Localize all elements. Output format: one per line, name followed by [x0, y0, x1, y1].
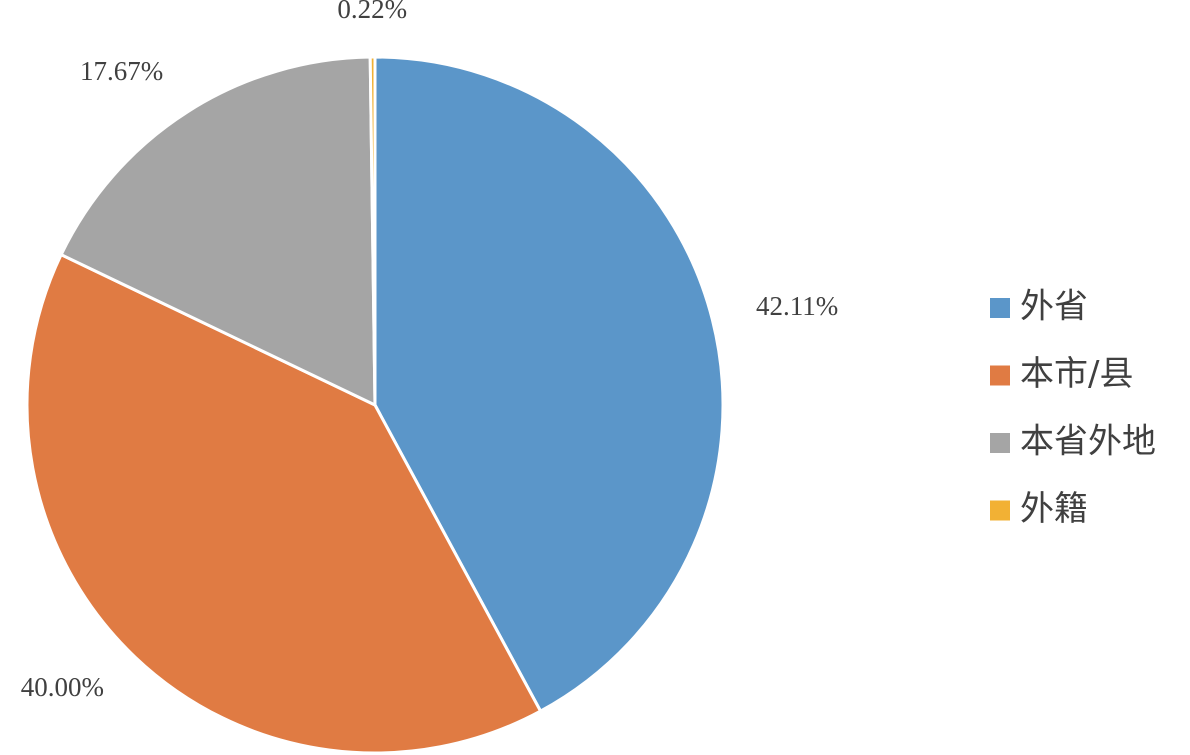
pie-slice	[59, 55, 377, 407]
data-label: 17.67%	[80, 56, 163, 86]
legend-label: 外省	[1020, 287, 1088, 327]
data-label: 40.00%	[21, 672, 104, 702]
legend-label: 本市/县	[1020, 354, 1133, 394]
legend-swatch	[990, 365, 1010, 386]
legend-swatch	[990, 298, 1010, 318]
legend-label: 本省外地	[1020, 422, 1156, 462]
legend-swatch	[990, 500, 1010, 521]
legend-swatch	[990, 433, 1010, 453]
pie-slice	[25, 253, 543, 755]
data-label: 0.22%	[337, 0, 407, 24]
pie-slice	[373, 55, 725, 713]
data-label: 42.11%	[756, 291, 838, 321]
pie-slice	[368, 55, 377, 407]
legend-label: 外籍	[1020, 489, 1088, 529]
